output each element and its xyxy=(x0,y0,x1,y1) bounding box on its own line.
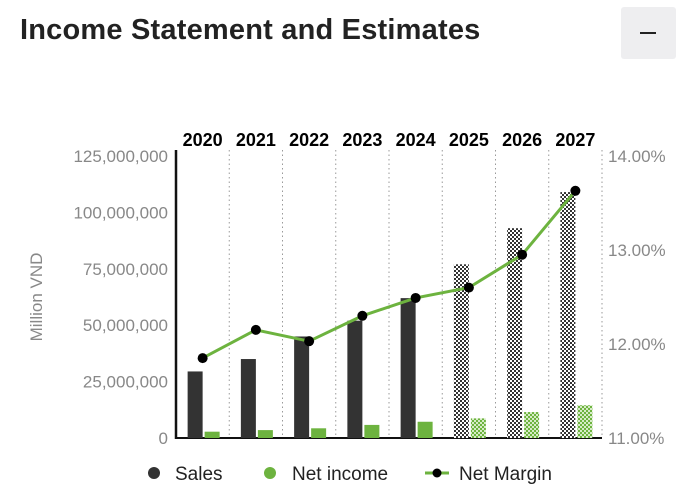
sales-bar xyxy=(560,192,576,438)
category-label: 2020 xyxy=(183,130,223,150)
sales-bar xyxy=(507,228,523,438)
minus-icon xyxy=(640,32,656,34)
category-label: 2023 xyxy=(342,130,382,150)
right-tick-label: 13.00% xyxy=(608,241,666,260)
net-margin-point xyxy=(304,336,315,347)
left-tick-label: 50,000,000 xyxy=(83,316,168,335)
category-label: 2022 xyxy=(289,130,329,150)
page-title: Income Statement and Estimates xyxy=(20,14,481,46)
left-tick-label: 75,000,000 xyxy=(83,260,168,279)
net-margin-line xyxy=(201,189,577,360)
collapse-button[interactable] xyxy=(621,7,676,59)
net-income-bar xyxy=(204,431,220,438)
category-label: 2027 xyxy=(555,130,595,150)
sales-bar xyxy=(294,336,310,438)
category-label: 2025 xyxy=(449,130,489,150)
net-margin-point xyxy=(357,310,368,321)
net-income-bar xyxy=(257,430,273,438)
sales-bar xyxy=(240,359,256,438)
right-tick-label: 11.00% xyxy=(608,429,664,448)
right-tick-label: 14.00% xyxy=(608,147,666,166)
net-margin-point xyxy=(463,282,474,293)
sales-bar xyxy=(453,264,469,438)
sales-bar xyxy=(400,298,416,438)
legend-net-margin-marker xyxy=(432,468,442,478)
left-tick-label: 0 xyxy=(159,429,168,448)
left-tick-label: 100,000,000 xyxy=(73,203,168,222)
net-margin-point xyxy=(570,185,581,196)
legend-sales-label: Sales xyxy=(175,464,223,485)
legend-net-income-marker xyxy=(264,467,276,479)
net-income-bar xyxy=(417,421,433,438)
category-label: 2026 xyxy=(502,130,542,150)
left-tick-label: 125,000,000 xyxy=(73,147,168,166)
net-margin-point xyxy=(517,249,528,260)
legend-net-margin-label: Net Margin xyxy=(459,464,552,485)
net-income-bar xyxy=(364,424,380,438)
right-tick-label: 12.00% xyxy=(608,335,666,354)
sales-bar xyxy=(347,320,363,438)
net-margin-point xyxy=(410,292,421,303)
net-income-bar xyxy=(470,418,486,438)
net-income-bar xyxy=(524,412,540,438)
net-income-bar xyxy=(311,428,327,438)
net-margin-point xyxy=(250,324,261,335)
net-margin-point xyxy=(197,353,208,364)
sales-bar xyxy=(187,371,203,438)
y-axis-label: Million VND xyxy=(27,253,46,342)
category-label: 2024 xyxy=(396,130,436,150)
legend-net-income-label: Net income xyxy=(292,464,388,485)
category-label: 2021 xyxy=(236,130,276,150)
left-tick-label: 25,000,000 xyxy=(83,373,168,392)
legend-sales-marker xyxy=(148,467,160,479)
net-income-bar xyxy=(577,405,593,438)
